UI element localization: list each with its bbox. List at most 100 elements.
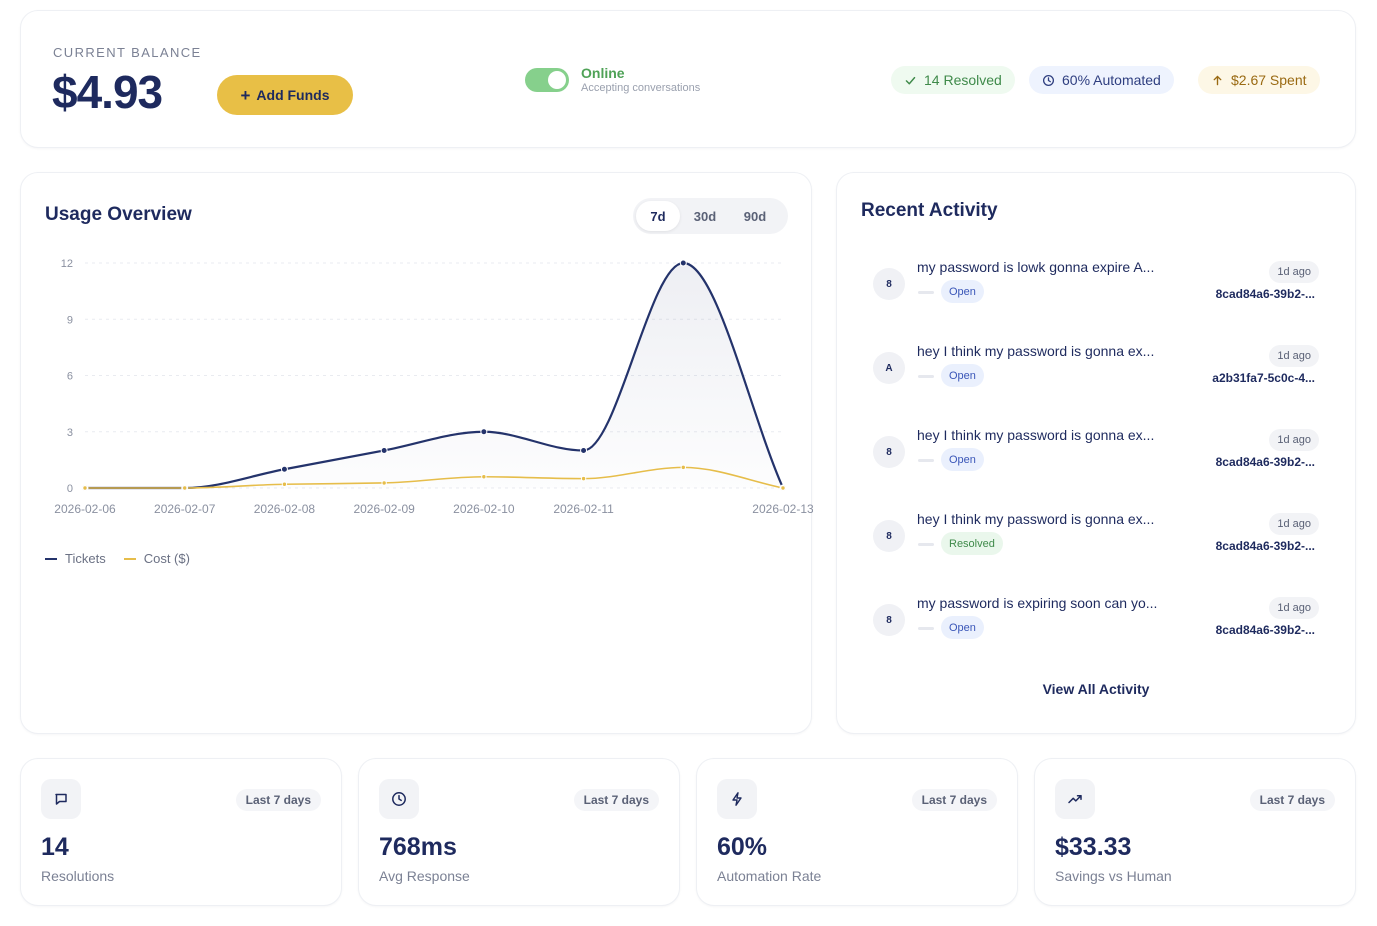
legend-label-cost: Cost ($) bbox=[143, 551, 190, 566]
x-tick-label: 2026-02-13 bbox=[752, 502, 813, 516]
tickets-point[interactable] bbox=[480, 428, 488, 436]
legend-swatch-cost bbox=[123, 557, 136, 560]
divider bbox=[918, 459, 934, 462]
online-toggle[interactable] bbox=[525, 68, 569, 92]
cost-point[interactable] bbox=[82, 485, 88, 491]
stat-card-avg-response: Last 7 days 768ms Avg Response bbox=[358, 758, 680, 906]
activity-item[interactable]: 8 my password is expiring soon can yo...… bbox=[861, 595, 1333, 655]
add-funds-label: Add Funds bbox=[256, 87, 330, 103]
tickets-area bbox=[85, 263, 783, 488]
cost-point[interactable] bbox=[580, 475, 587, 482]
range-7d-button[interactable]: 7d bbox=[636, 201, 680, 231]
balance-amount: $4.93 bbox=[52, 66, 163, 118]
time-badge: 1d ago bbox=[1269, 513, 1319, 535]
time-badge: 1d ago bbox=[1269, 597, 1319, 619]
activity-title[interactable]: hey I think my password is gonna ex... bbox=[917, 427, 1155, 443]
stat-value: $33.33 bbox=[1055, 833, 1132, 861]
stat-card-automation-rate: Last 7 days 60% Automation Rate bbox=[696, 758, 1018, 906]
status-badge: Open bbox=[941, 616, 984, 639]
tickets-point[interactable] bbox=[580, 447, 588, 454]
legend-item-cost[interactable]: Cost ($) bbox=[123, 551, 190, 566]
y-tick-label: 6 bbox=[67, 371, 73, 383]
avatar: 8 bbox=[873, 436, 905, 468]
cost-point[interactable] bbox=[281, 481, 288, 487]
balance-card: CURRENT BALANCE $4.93 + Add Funds Online… bbox=[20, 10, 1356, 148]
activity-item[interactable]: 8 hey I think my password is gonna ex...… bbox=[861, 511, 1333, 571]
activity-id[interactable]: a2b31fa7-5c0c-4... bbox=[1212, 371, 1315, 385]
automated-badge: 60% Automated bbox=[1029, 66, 1174, 94]
legend-item-tickets[interactable]: Tickets bbox=[45, 551, 106, 566]
stat-value: 14 bbox=[41, 833, 69, 861]
tickets-point[interactable] bbox=[380, 447, 388, 454]
recent-activity-card: Recent Activity 8 my password is lowk go… bbox=[836, 172, 1356, 734]
toggle-knob bbox=[548, 71, 566, 89]
balance-label: CURRENT BALANCE bbox=[53, 45, 202, 60]
activity-title[interactable]: hey I think my password is gonna ex... bbox=[917, 511, 1155, 527]
activity-item[interactable]: A hey I think my password is gonna ex...… bbox=[861, 343, 1333, 403]
activity-id[interactable]: 8cad84a6-39b2-... bbox=[1215, 623, 1315, 637]
status-badge: Open bbox=[941, 364, 984, 387]
cost-point[interactable] bbox=[680, 464, 686, 471]
divider bbox=[918, 627, 934, 630]
divider bbox=[918, 291, 934, 294]
time-badge: 1d ago bbox=[1269, 261, 1319, 283]
usage-chart: 0 3 6 9 12 2026-02-06 2026-02-07 2026-02-08 2026… bbox=[54, 258, 813, 516]
resolved-badge-label: 14 Resolved bbox=[924, 72, 1002, 88]
clock-icon bbox=[379, 779, 419, 819]
avatar: A bbox=[873, 352, 905, 384]
spent-badge: $2.67 Spent bbox=[1198, 66, 1320, 94]
stat-card-resolutions: Last 7 days 14 Resolutions bbox=[20, 758, 342, 906]
range-selector: 7d 30d 90d bbox=[633, 198, 788, 234]
chart-legend: Tickets Cost ($) bbox=[45, 551, 190, 566]
stat-period-badge: Last 7 days bbox=[911, 789, 997, 811]
range-30d-button[interactable]: 30d bbox=[680, 201, 730, 231]
online-status-title: Online bbox=[581, 65, 625, 81]
activity-title[interactable]: my password is expiring soon can yo... bbox=[917, 595, 1158, 611]
cost-line bbox=[85, 466, 784, 489]
trending-up-icon bbox=[1055, 779, 1095, 819]
activity-id[interactable]: 8cad84a6-39b2-... bbox=[1215, 455, 1315, 469]
y-tick-label: 9 bbox=[67, 314, 73, 326]
activity-title[interactable]: hey I think my password is gonna ex... bbox=[917, 343, 1155, 359]
stat-label: Resolutions bbox=[41, 868, 115, 884]
divider bbox=[918, 543, 934, 546]
avatar: 8 bbox=[873, 268, 905, 300]
divider bbox=[918, 375, 934, 378]
view-all-activity-link[interactable]: View All Activity bbox=[1042, 681, 1150, 697]
activity-id[interactable]: 8cad84a6-39b2-... bbox=[1215, 539, 1315, 553]
spent-badge-label: $2.67 Spent bbox=[1231, 72, 1307, 88]
cost-point[interactable] bbox=[182, 485, 188, 491]
x-tick-label: 2026-02-09 bbox=[353, 502, 415, 516]
legend-label-tickets: Tickets bbox=[65, 551, 106, 566]
legend-swatch-tickets bbox=[45, 557, 57, 560]
x-tick-label: 2026-02-10 bbox=[453, 502, 515, 516]
x-tick-label: 2026-02-11 bbox=[553, 502, 614, 516]
check-icon bbox=[905, 76, 916, 84]
bolt-icon bbox=[717, 779, 757, 819]
avatar: 8 bbox=[873, 520, 905, 552]
activity-item[interactable]: 8 my password is lowk gonna expire A... … bbox=[861, 259, 1333, 319]
clock-icon bbox=[1042, 74, 1055, 86]
tickets-point[interactable] bbox=[679, 259, 687, 267]
recent-activity-title: Recent Activity bbox=[861, 200, 998, 221]
activity-title[interactable]: my password is lowk gonna expire A... bbox=[917, 259, 1155, 275]
status-badge: Resolved bbox=[941, 532, 1003, 555]
y-tick-label: 12 bbox=[61, 258, 73, 270]
status-badge: Open bbox=[941, 448, 984, 471]
cost-point[interactable] bbox=[481, 474, 487, 480]
automated-badge-label: 60% Automated bbox=[1062, 72, 1161, 88]
stat-label: Automation Rate bbox=[717, 868, 822, 884]
usage-overview-title: Usage Overview bbox=[45, 204, 192, 225]
activity-id[interactable]: 8cad84a6-39b2-... bbox=[1215, 287, 1315, 301]
range-90d-button[interactable]: 90d bbox=[730, 201, 780, 231]
stat-value: 768ms bbox=[379, 833, 457, 861]
add-funds-button[interactable]: + Add Funds bbox=[217, 75, 353, 115]
stat-period-badge: Last 7 days bbox=[573, 789, 659, 811]
y-tick-label: 3 bbox=[67, 427, 73, 439]
cost-point[interactable] bbox=[381, 480, 387, 486]
x-tick-label: 2026-02-08 bbox=[254, 502, 316, 516]
stat-period-badge: Last 7 days bbox=[235, 789, 321, 811]
cost-point[interactable] bbox=[780, 485, 786, 491]
tickets-point[interactable] bbox=[280, 465, 288, 473]
activity-item[interactable]: 8 hey I think my password is gonna ex...… bbox=[861, 427, 1333, 487]
